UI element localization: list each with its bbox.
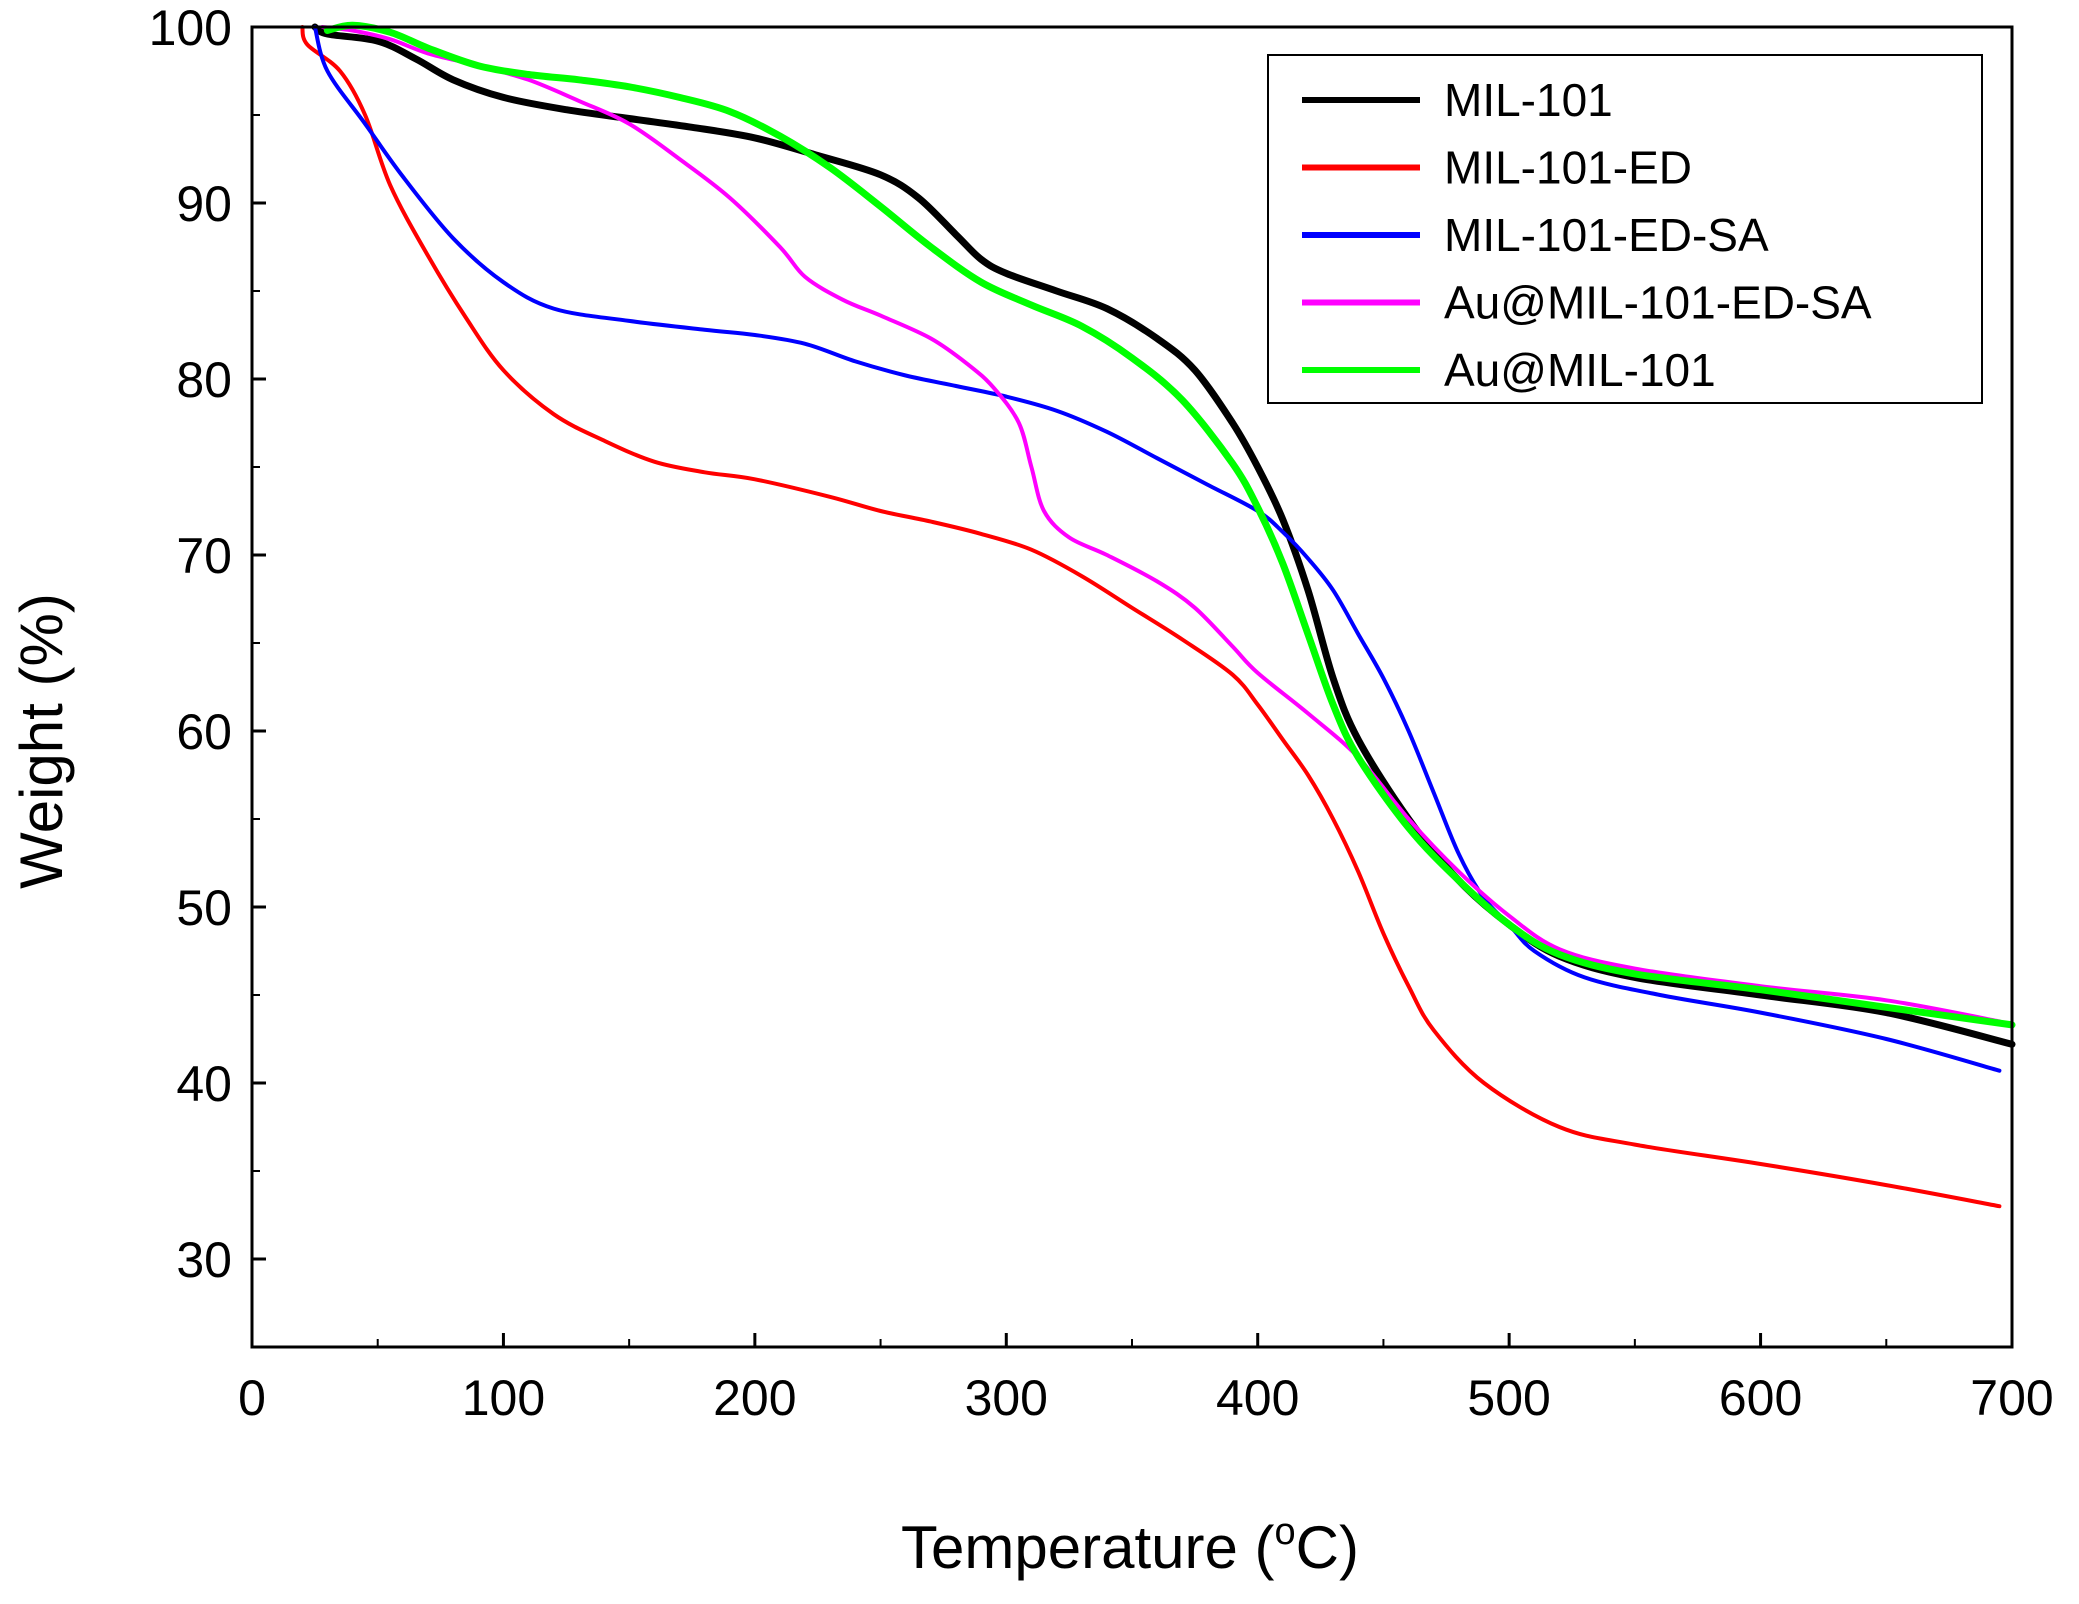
x-tick-label: 400 bbox=[1216, 1370, 1299, 1426]
y-tick-label: 40 bbox=[176, 1056, 232, 1112]
series-line-au-mil-101-ed-sa bbox=[320, 25, 2002, 1024]
legend-label-mil-101: MIL-101 bbox=[1444, 74, 1613, 126]
x-axis-title: Temperature (oC) bbox=[901, 1511, 1359, 1581]
x-tick-label: 200 bbox=[713, 1370, 796, 1426]
y-tick-label: 90 bbox=[176, 176, 232, 232]
x-tick-label: 100 bbox=[462, 1370, 545, 1426]
x-axis-title-main: Temperature ( bbox=[901, 1514, 1274, 1581]
y-tick-label: 100 bbox=[149, 0, 232, 56]
legend-label-mil-101-ed: MIL-101-ED bbox=[1444, 142, 1692, 194]
x-tick-label: 300 bbox=[965, 1370, 1048, 1426]
series-line-mil-101-ed bbox=[300, 25, 2002, 1209]
x-axis-title-superscript: o bbox=[1275, 1511, 1296, 1553]
x-tick-label: 700 bbox=[1970, 1370, 2053, 1426]
legend-label-au-mil-101-ed-sa: Au@MIL-101-ED-SA bbox=[1444, 277, 1872, 329]
series-line-mil-101-ed-sa bbox=[312, 25, 2002, 1073]
axis-ticks: 0 100 200 300 400 500 600 700 30 40 50 60 70 80 90 100 bbox=[149, 0, 2054, 1426]
series-line-au-mil-101 bbox=[323, 21, 2016, 1029]
y-tick-label: 80 bbox=[176, 352, 232, 408]
x-tick-label: 500 bbox=[1467, 1370, 1550, 1426]
legend-box bbox=[1267, 54, 1983, 404]
y-tick-label: 70 bbox=[176, 528, 232, 584]
series-layer bbox=[300, 21, 2016, 1209]
y-tick-label: 60 bbox=[176, 704, 232, 760]
y-axis-title: Weight (%) bbox=[8, 593, 75, 889]
y-tick-label: 50 bbox=[176, 880, 232, 936]
legend-label-mil-101-ed-sa: MIL-101-ED-SA bbox=[1444, 209, 1769, 261]
x-tick-label: 600 bbox=[1719, 1370, 1802, 1426]
y-tick-label: 30 bbox=[176, 1232, 232, 1288]
legend-entries: MIL-101 MIL-101-ED MIL-101-ED-SA Au@MIL-101… bbox=[1302, 74, 1872, 396]
x-tick-label: 0 bbox=[238, 1370, 266, 1426]
x-axis-title-unit: C) bbox=[1296, 1514, 1359, 1581]
legend: MIL-101 MIL-101-ED MIL-101-ED-SA Au@MIL-101… bbox=[1267, 54, 1983, 404]
legend-label-au-mil-101: Au@MIL-101 bbox=[1444, 344, 1716, 396]
